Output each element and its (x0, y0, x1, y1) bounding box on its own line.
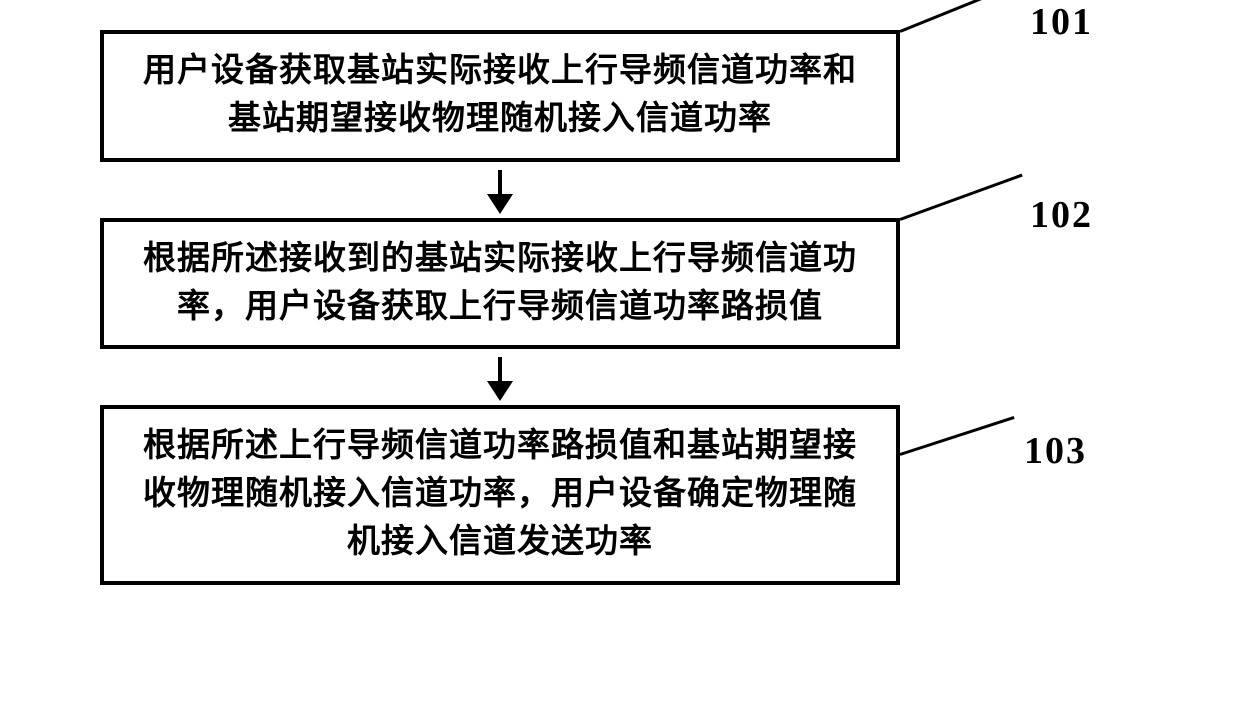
arrow-icon (498, 170, 502, 210)
label-connector-1 (899, 0, 1021, 33)
arrow-icon (498, 357, 502, 397)
arrow-2-3 (100, 349, 900, 405)
flow-step-2: 根据所述接收到的基站实际接收上行导频信道功率，用户设备获取上行导频信道功率路损值… (100, 218, 1000, 350)
step-box-1: 用户设备获取基站实际接收上行导频信道功率和基站期望接收物理随机接入信道功率 (100, 30, 900, 162)
step-label-2: 102 (1030, 193, 1093, 237)
arrow-1-2 (100, 162, 900, 218)
flow-step-1: 用户设备获取基站实际接收上行导频信道功率和基站期望接收物理随机接入信道功率 10… (100, 30, 1000, 162)
label-connector-3 (900, 416, 1015, 456)
step-text-3: 根据所述上行导频信道功率路损值和基站期望接收物理随机接入信道功率，用户设备确定物… (128, 423, 872, 567)
step-text-1: 用户设备获取基站实际接收上行导频信道功率和基站期望接收物理随机接入信道功率 (128, 48, 872, 144)
step-text-2: 根据所述接收到的基站实际接收上行导频信道功率，用户设备获取上行导频信道功率路损值 (128, 236, 872, 332)
flow-step-3: 根据所述上行导频信道功率路损值和基站期望接收物理随机接入信道功率，用户设备确定物… (100, 405, 1000, 585)
step-box-3: 根据所述上行导频信道功率路损值和基站期望接收物理随机接入信道功率，用户设备确定物… (100, 405, 900, 585)
step-label-3: 103 (1024, 429, 1087, 473)
step-box-2: 根据所述接收到的基站实际接收上行导频信道功率，用户设备获取上行导频信道功率路损值 (100, 218, 900, 350)
flowchart-container: 用户设备获取基站实际接收上行导频信道功率和基站期望接收物理随机接入信道功率 10… (100, 30, 1000, 585)
step-label-1: 101 (1030, 0, 1093, 44)
label-connector-2 (899, 173, 1022, 220)
